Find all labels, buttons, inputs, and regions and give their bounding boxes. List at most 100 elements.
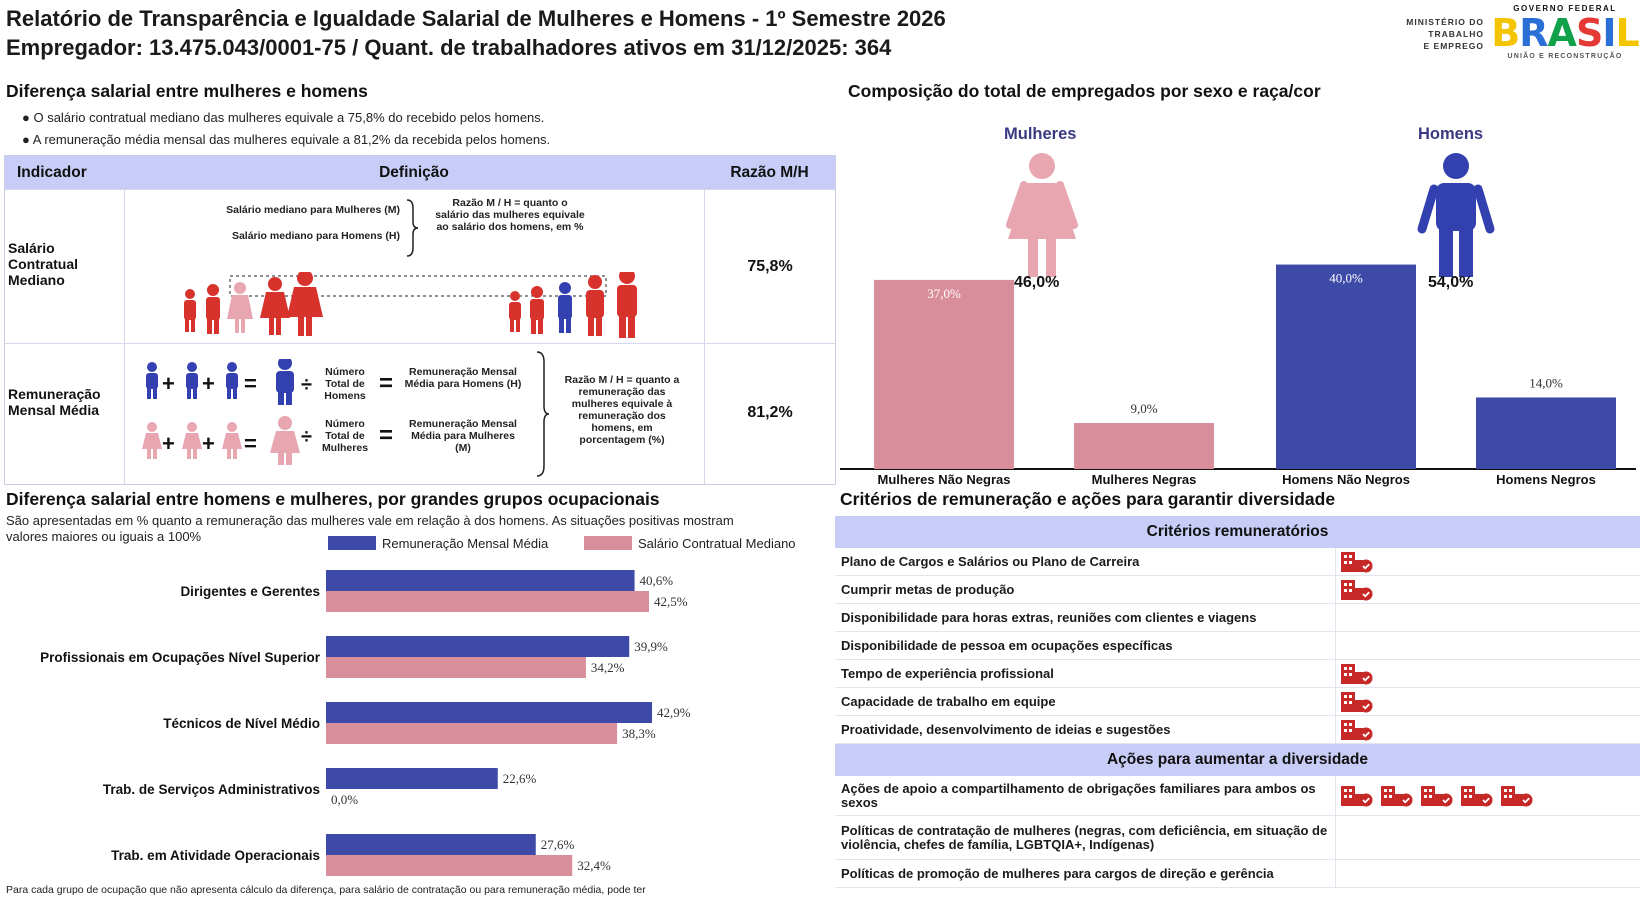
- category-label: Homens Não Negros: [1282, 472, 1410, 487]
- bar-value-label: 40,6%: [640, 573, 674, 588]
- table-header-indicator: Indicador: [5, 156, 124, 189]
- legend-swatch: [328, 536, 376, 550]
- criteria-title: Critérios de remuneração e ações para ga…: [840, 489, 1336, 509]
- bar-value-label: 32,4%: [577, 858, 611, 873]
- bar-value-label: 9,0%: [1130, 401, 1157, 416]
- bar: [326, 855, 573, 876]
- men-label: Homens: [1418, 125, 1484, 143]
- icon-group: [1340, 551, 1374, 573]
- people-formula-illustration: + + = + + =: [142, 359, 300, 465]
- composition-title: Composição do total de empregados por se…: [848, 81, 1321, 101]
- criteria-label: Plano de Cargos e Salários ou Plano de C…: [841, 553, 1140, 569]
- men-percentage: 54,0%: [1428, 274, 1474, 291]
- table-header-ratio: Razão M/H: [704, 156, 835, 189]
- employer-line: Empregador: 13.475.043/0001-75 / Quant. …: [6, 35, 892, 60]
- criteria-label: Disponibilidade de pessoa em ocupações e…: [841, 637, 1173, 653]
- svg-text:+: +: [162, 431, 175, 456]
- bar: [1074, 423, 1214, 469]
- bar-value-label: 14,0%: [1529, 375, 1563, 390]
- list-item: Plano de Cargos e Salários ou Plano de C…: [835, 548, 1640, 576]
- bar-value-label: 40,0%: [1329, 271, 1363, 286]
- list-item: Políticas de promoção de mulheres para c…: [835, 860, 1640, 888]
- icon-group: [1340, 785, 1534, 807]
- bar-value-label: 42,5%: [654, 594, 688, 609]
- icon-group: [1340, 691, 1374, 713]
- icon-group: [1340, 663, 1374, 685]
- list-item: Cumprir metas de produção: [835, 576, 1640, 604]
- composition-bar-chart: 37,0% Mulheres Não Negras 9,0% Mulheres Neg…: [840, 264, 1636, 487]
- building-check-icon: [1341, 579, 1373, 600]
- table-row: Salário Contratual Mediano Salário media…: [5, 189, 835, 343]
- women-percentage: 46,0%: [1014, 274, 1060, 291]
- bar: [1276, 264, 1416, 469]
- category-label: Mulheres Não Negras: [878, 472, 1011, 487]
- row-label: Salário Contratual Mediano: [8, 240, 78, 288]
- bar: [326, 636, 630, 657]
- footnote: Para cada grupo de ocupação que não apre…: [6, 884, 646, 896]
- divide-sign: ÷: [301, 374, 312, 396]
- criteria-label: Políticas de promoção de mulheres para c…: [841, 865, 1274, 881]
- equals-sign: =: [379, 422, 394, 449]
- bar: [1476, 397, 1616, 469]
- ratio-value: 81,2%: [747, 404, 793, 421]
- category-label: Profissionais em Ocupações Nível Superio…: [40, 650, 321, 665]
- criteria-table: Critérios remuneratórios Plano de Cargos…: [835, 516, 1640, 888]
- criteria-label: Proatividade, desenvolvimento de ideias …: [841, 721, 1171, 737]
- bullet-item: ● O salário contratual mediano das mulhe…: [22, 110, 545, 125]
- row-label: Remuneração Mensal Média: [8, 386, 101, 418]
- criteria-label: Tempo de experiência profissional: [841, 665, 1054, 681]
- building-check-icon: [1341, 785, 1373, 806]
- bar: [326, 834, 536, 855]
- man-icon: [1417, 153, 1495, 277]
- ministry-line: MINISTÉRIO DO: [1406, 17, 1484, 27]
- bar-value-label: 27,6%: [541, 837, 575, 852]
- gov-logo: GOVERNO FEDERAL BRASIL UNIÃO E RECONSTRU…: [1490, 4, 1640, 60]
- women-label: Mulheres: [1004, 125, 1077, 143]
- building-check-icon: [1341, 663, 1373, 684]
- avg-women: Remuneração Mensal Média para Mulheres (…: [409, 418, 517, 454]
- woman-icon: [1006, 153, 1078, 277]
- svg-text:+: +: [202, 431, 215, 456]
- bar-value-label: 37,0%: [927, 286, 961, 301]
- svg-text:+: +: [202, 371, 215, 396]
- category-label: Mulheres Negras: [1092, 472, 1197, 487]
- bar-value-label: 38,3%: [622, 726, 656, 741]
- occupation-bar-chart: Remuneração Mensal Média Salário Contratu…: [40, 536, 796, 876]
- criteria-label: Capacidade de trabalho em equipe: [841, 693, 1056, 709]
- bar-value-label: 34,2%: [591, 660, 625, 675]
- bar: [326, 723, 618, 744]
- bar: [874, 279, 1014, 469]
- category-label: Técnicos de Nível Médio: [163, 716, 320, 731]
- criteria-header: Critérios remuneratórios: [835, 516, 1640, 548]
- occupation-subtitle: São apresentadas em % quanto a remuneraç…: [6, 513, 734, 544]
- criteria-label: Ações de apoio a compartilhamento de obr…: [841, 780, 1316, 810]
- bar-value-label: 39,9%: [634, 639, 668, 654]
- building-check-icon: [1341, 691, 1373, 712]
- report-title: Relatório de Transparência e Igualdade S…: [6, 6, 946, 31]
- icon-group: [1340, 579, 1374, 601]
- building-check-icon: [1421, 785, 1453, 806]
- category-label: Trab. de Serviços Administrativos: [103, 782, 320, 797]
- list-item: Ações de apoio a compartilhamento de obr…: [835, 776, 1640, 816]
- list-item: Disponibilidade de pessoa em ocupações e…: [835, 632, 1640, 660]
- bar: [326, 657, 586, 678]
- list-item: Tempo de experiência profissional: [835, 660, 1640, 688]
- svg-text:+: +: [162, 371, 175, 396]
- ministry-line: TRABALHO: [1428, 29, 1484, 39]
- bar-value-label: 22,6%: [503, 771, 537, 786]
- equals-sign: =: [379, 370, 394, 397]
- bar: [326, 768, 498, 789]
- total-men: Número Total de Homens: [324, 366, 366, 402]
- gov-logo-word: BRASIL: [1491, 11, 1639, 55]
- gov-logo-top: GOVERNO FEDERAL: [1513, 4, 1617, 13]
- legend-label: Salário Contratual Mediano: [638, 536, 796, 551]
- indicator-table: Indicador Definição Razão M/H Salário Co…: [4, 155, 836, 485]
- building-check-icon: [1381, 785, 1413, 806]
- criteria-label: Disponibilidade para horas extras, reuni…: [841, 609, 1257, 625]
- bar-value-label: 42,9%: [657, 705, 691, 720]
- table-row: Remuneração Mensal Média + + = + + = ÷ Númer…: [5, 343, 835, 485]
- divide-sign: ÷: [301, 426, 312, 448]
- building-check-icon: [1341, 719, 1373, 740]
- bar: [326, 570, 635, 591]
- category-label: Trab. em Atividade Operacionais: [111, 848, 320, 863]
